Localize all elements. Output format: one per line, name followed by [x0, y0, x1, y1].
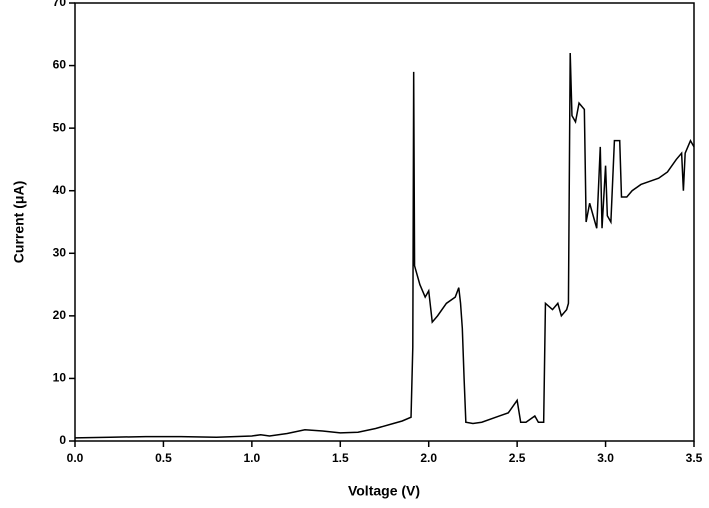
y-axis-title: Current (μA): [11, 181, 27, 263]
x-tick-label: 3.5: [686, 451, 703, 465]
x-tick-label: 2.0: [420, 451, 437, 465]
x-tick-label: 0.0: [67, 451, 84, 465]
y-tick-label: 10: [53, 371, 67, 385]
x-tick-label: 1.0: [244, 451, 261, 465]
x-tick-label: 1.5: [332, 451, 349, 465]
plot-frame: [74, 2, 695, 442]
x-tick-label: 3.0: [597, 451, 614, 465]
x-tick-label: 0.5: [155, 451, 172, 465]
y-tick-label: 20: [53, 308, 67, 322]
y-tick-label: 70: [53, 0, 67, 9]
x-tick-label: 2.5: [509, 451, 526, 465]
x-axis-title: Voltage (V): [348, 483, 420, 499]
y-tick-label: 30: [53, 245, 67, 259]
y-tick-label: 40: [53, 183, 67, 197]
y-tick-label: 0: [59, 433, 66, 447]
y-tick-label: 60: [53, 58, 67, 72]
y-tick-label: 50: [53, 120, 67, 134]
data-line: [74, 53, 695, 439]
